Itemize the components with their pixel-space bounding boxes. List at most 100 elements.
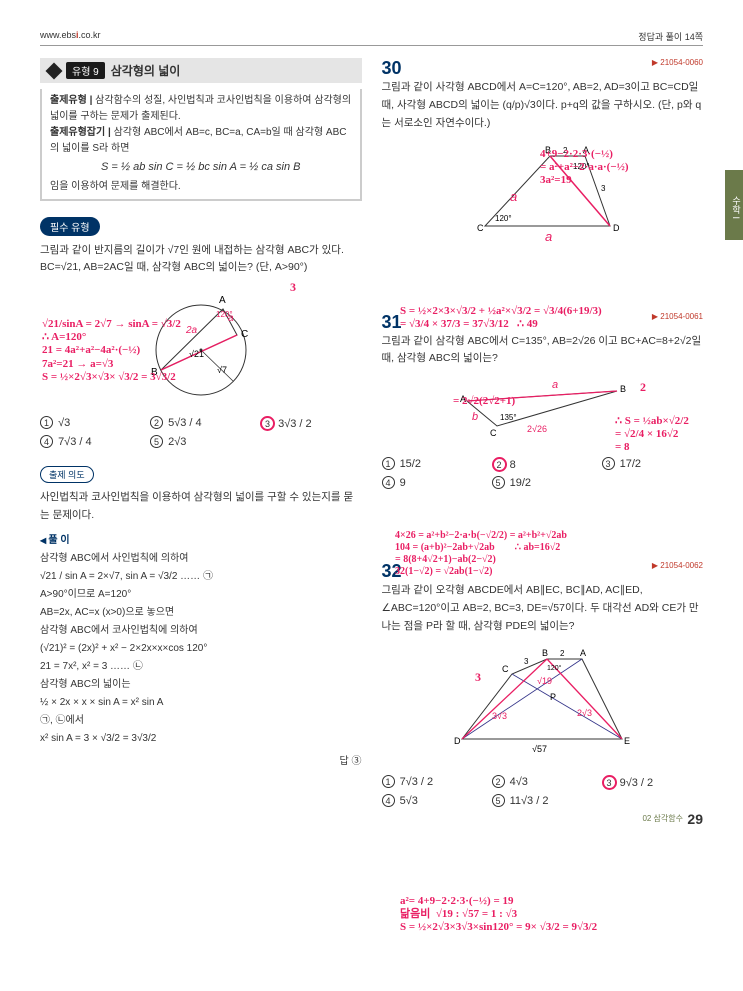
- type-title: 삼각형의 넓이: [111, 62, 181, 79]
- choice-5: 5 2√3: [150, 435, 240, 448]
- q32-B: B: [542, 648, 548, 658]
- url-prefix: www.ebs: [40, 30, 76, 40]
- q30-ang2: 120°: [495, 214, 512, 223]
- top-bar: www.ebsi.co.kr 정답과 풀이 14쪽: [40, 30, 703, 46]
- page-number: 29: [687, 811, 703, 827]
- q31-c4: 4 9: [382, 476, 472, 489]
- choice-4: 4 7√3 / 4: [40, 435, 130, 448]
- q30-ang1: 120°: [573, 162, 590, 171]
- q32-c1: 1 7√3 / 2: [382, 775, 472, 790]
- sol-3: AB=2x, AC=x (x>0)으로 놓으면: [40, 604, 362, 622]
- site-url: www.ebsi.co.kr: [40, 30, 101, 43]
- content-columns: 유형 9 삼각형의 넓이 출제유형 | 삼각함수의 성질, 사인법칙과 코사인법…: [40, 58, 703, 819]
- q30-B: B: [545, 145, 551, 155]
- q31-c3: 3 17/2: [602, 457, 692, 472]
- q32-header: 32 ▶ 21054-0062: [382, 561, 704, 582]
- solution-label: 풀 이: [40, 531, 362, 546]
- sol-6: 21 = 7x², x² = 3 …… ㉡: [40, 658, 362, 676]
- choice-3: 3 3√3 / 2: [260, 416, 350, 431]
- B-label: B: [151, 367, 158, 378]
- q30-C: C: [477, 223, 484, 233]
- label-2: 출제유형잡기 |: [50, 127, 111, 138]
- q31-code: ▶ 21054-0061: [652, 312, 703, 321]
- right-column: 30 ▶ 21054-0060 그림과 같이 사각형 ABCD에서 A=C=12…: [382, 58, 704, 819]
- page-root: www.ebsi.co.kr 정답과 풀이 14쪽 유형 9 삼각형의 넓이 출…: [0, 0, 743, 839]
- q32-num: 32: [382, 561, 402, 582]
- q32-choices: 1 7√3 / 2 2 4√3 3 9√3 / 2 4 5√3 5 11√3 /…: [382, 775, 704, 807]
- diamond-icon: [46, 62, 63, 79]
- q30-D: D: [613, 223, 620, 233]
- sol-4: 삼각형 ABC에서 코사인법칙에 의하여: [40, 622, 362, 640]
- q32-D: D: [454, 736, 461, 746]
- url-suffix: .co.kr: [79, 30, 101, 40]
- q31-choices: 1 15/2 2 8 3 17/2 4 9 5 19/2: [382, 457, 704, 489]
- q32-text: 그림과 같이 오각형 ABCDE에서 AB∥EC, BC∥AD, AC∥ED, …: [382, 582, 704, 636]
- sol-7: 삼각형 ABC의 넓이는: [40, 676, 362, 694]
- answer-reference: 정답과 풀이 14쪽: [638, 30, 703, 43]
- q31-diagram: A B C 135° 2√26 a b: [382, 376, 704, 449]
- q32-E: E: [624, 736, 630, 746]
- label-1: 출제유형 |: [50, 95, 92, 106]
- q31-pb: b: [472, 411, 478, 423]
- q32-3: 3: [524, 657, 529, 666]
- q31-text: 그림과 같이 삼각형 ABC에서 C=135°, AB=2√26 이고 BC+A…: [382, 333, 704, 369]
- circle-diagram: √7 A B C √21 2a a 120°: [40, 285, 362, 408]
- q30-code: ▶ 21054-0060: [652, 58, 703, 67]
- q30-pink-a1: a: [510, 189, 517, 204]
- q30-3: 3: [601, 184, 606, 193]
- q32-c4: 4 5√3: [382, 794, 472, 807]
- formula: S = ½ ab sin C = ½ bc sin A = ½ ca sin B: [50, 157, 352, 179]
- q31-header: 31 ▶ 21054-0061: [382, 312, 704, 333]
- q30-2: 2: [563, 146, 568, 155]
- A-label: A: [219, 295, 226, 306]
- essential-problem: 그림과 같이 반지름의 길이가 √7인 원에 내접하는 삼각형 ABC가 있다.…: [40, 242, 362, 278]
- sol-0: 삼각형 ABC에서 사인법칙에 의하여: [40, 550, 362, 568]
- q31-num: 31: [382, 312, 402, 333]
- q31-ang: 135°: [500, 413, 517, 422]
- q31-B: B: [620, 384, 626, 394]
- q32-A: A: [580, 648, 586, 658]
- solution-steps: 삼각형 ABC에서 사인법칙에 의하여 √21 / sin A = 2×√7, …: [40, 550, 362, 748]
- choice-2: 2 5√3 / 4: [150, 416, 240, 431]
- q31-A: A: [460, 394, 466, 404]
- q31-c1: 1 15/2: [382, 457, 472, 472]
- q30-A: A: [583, 145, 589, 155]
- q31-c2: 2 8: [492, 457, 582, 472]
- hw-32a: a²= 4+9−2·2·3·(−½) = 19 닮음비 √19 : √57 = …: [400, 895, 597, 935]
- q31-C: C: [490, 428, 497, 438]
- q32-code: ▶ 21054-0062: [652, 561, 703, 570]
- q32-p19: √19: [537, 676, 552, 686]
- side-tab: 수학 I: [725, 170, 743, 240]
- C-label: C: [241, 329, 248, 340]
- q32-ang: 120°: [547, 664, 562, 672]
- sol-1: √21 / sin A = 2×√7, sin A = √3/2 …… ㉠: [40, 568, 362, 586]
- q31-2r26: 2√26: [527, 424, 547, 434]
- q32-2: 2: [560, 649, 565, 658]
- desc-1: 삼각함수의 성질, 사인법칙과 코사인법칙을 이용하여 삼각형의 넓이를 구하는…: [50, 95, 351, 122]
- type-badge: 유형 9: [66, 62, 105, 79]
- q32-P: P: [550, 692, 556, 702]
- q30-num: 30: [382, 58, 402, 79]
- intent-pill: 출제 의도: [40, 466, 94, 483]
- q32-C: C: [502, 664, 509, 674]
- q30-text: 그림과 같이 사각형 ABCD에서 A=C=120°, AB=2, AD=3이고…: [382, 79, 704, 133]
- sol-8: ½ × 2x × x × sin A = x² sin A: [40, 694, 362, 712]
- q30-header: 30 ▶ 21054-0060: [382, 58, 704, 79]
- q32-de: √57: [532, 744, 547, 754]
- type-header: 유형 9 삼각형의 넓이: [40, 58, 362, 83]
- q32-diagram: A B C D E P 2 3 120° √57 √19 3√3 2√3: [382, 644, 704, 767]
- sol-5: (√21)² = (2x)² + x² − 2×2x×x×cos 120°: [40, 640, 362, 658]
- svg-text:3√3: 3√3: [492, 711, 507, 721]
- q32-c3: 3 9√3 / 2: [602, 775, 692, 790]
- footer-section: 02 삼각함수: [642, 813, 683, 824]
- essential-pill: 필수 유형: [40, 217, 100, 236]
- q30-diagram: A B C D 2 3 120° 120° a a: [382, 141, 704, 254]
- q32-c5: 5 11√3 / 2: [492, 794, 582, 807]
- q31-c5: 5 19/2: [492, 476, 582, 489]
- svg-text:120°: 120°: [216, 310, 233, 319]
- choice-1: 1 √3: [40, 416, 130, 431]
- sol-10: x² sin A = 3 × √3/2 = 3√3/2: [40, 730, 362, 748]
- intent-text: 사인법칙과 코사인법칙을 이용하여 삼각형의 넓이를 구할 수 있는지를 묻는 …: [40, 489, 362, 525]
- q30-pink-a2: a: [545, 229, 552, 244]
- r7-label: √7: [217, 365, 227, 375]
